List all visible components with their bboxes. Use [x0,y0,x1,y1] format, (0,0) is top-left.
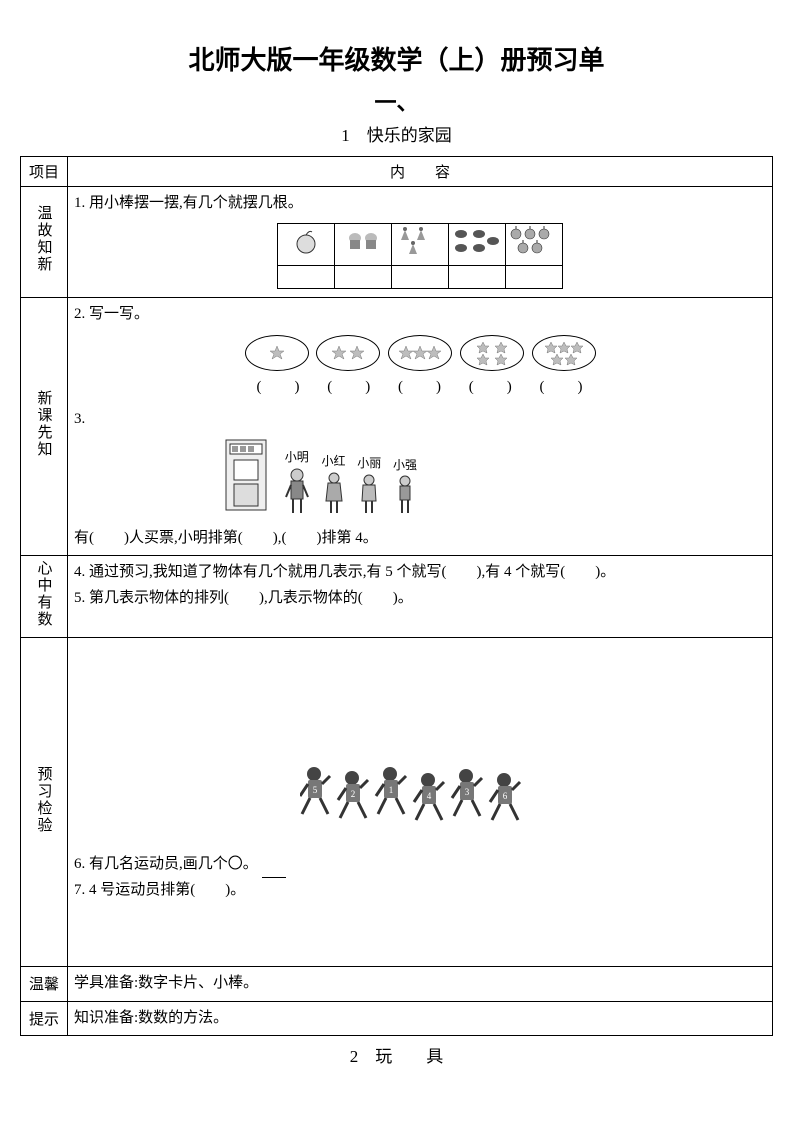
cell-xinzhong: 4. 通过预习,我知道了物体有几个就用几表示,有 5 个就写( ),有 4 个就… [68,556,773,638]
ticket-booth-icon [224,438,268,522]
paren-4[interactable]: ( ) [458,375,524,401]
runner-num-3: 1 [389,785,394,795]
label-yuxi: 预习检验 [21,638,68,967]
section-number: 一、 [20,85,773,117]
child-icon [357,473,381,515]
blank-cell[interactable] [392,265,449,288]
runner-num-4: 4 [427,791,432,801]
strawberry-icon [393,224,447,258]
item-cell-2 [335,223,392,265]
kid-4: 小强 [393,455,417,522]
lesson2-title: 2 玩 具 [20,1042,773,1067]
paren-5[interactable]: ( ) [529,375,595,401]
header-col1: 项目 [21,157,68,187]
apple-icon [506,224,562,258]
paren-1[interactable]: ( ) [246,375,312,401]
q1-text: 1. 用小棒摆一摆,有几个就摆几根。 [74,191,766,217]
oval-1 [245,335,309,371]
oval-2 [316,335,380,371]
q6-line: 6. 有几名运动员,画几个〇。 [74,852,766,879]
q3-line: 有( )人买票,小明排第( ),( )排第 4。 [74,526,766,552]
q6-blank-line[interactable] [262,852,286,879]
kid-name-2: 小红 [322,451,346,471]
child-icon [322,471,346,515]
blank-cell[interactable] [506,265,563,288]
item-cell-4 [449,223,506,265]
items-blank-row [278,265,563,288]
row-yuxi: 预习检验 5 [21,638,773,967]
runners-figure: 5 2 [74,762,766,842]
queue-figure: 小明 小红 小丽 小强 [74,438,766,522]
kid-2: 小红 [322,451,346,522]
runner-num-2: 2 [351,789,356,799]
q7-text: 7. 4 号运动员排第( )。 [74,878,766,904]
kid-name-4: 小强 [393,455,417,475]
oval-4 [460,335,524,371]
items-icons-row [278,223,563,265]
item-cell-1 [278,223,335,265]
table-header-row: 项目 内 容 [21,157,773,187]
blank-cell[interactable] [335,265,392,288]
worksheet-table: 项目 内 容 温故知新 1. 用小棒摆一摆,有几个就摆几根。 [20,156,773,1036]
q5-text: 5. 第几表示物体的排列( ),几表示物体的( )。 [74,586,766,612]
child-icon [393,475,417,515]
kid-1: 小明 [284,447,310,522]
row-wengu: 温故知新 1. 用小棒摆一摆,有几个就摆几根。 [21,187,773,298]
row-tips1: 温馨 学具准备:数字卡片、小棒。 [21,967,773,1002]
row-xinzhong: 心中有数 4. 通过预习,我知道了物体有几个就用几表示,有 5 个就写( ),有… [21,556,773,638]
blank-cell[interactable] [449,265,506,288]
cupcake-icon [338,226,388,256]
runner-num-1: 5 [313,785,318,795]
oval-3 [388,335,452,371]
kid-name-3: 小丽 [357,453,381,473]
paren-row: ( ) ( ) ( ) ( ) ( ) [74,375,766,401]
label-xinzhong: 心中有数 [21,556,68,638]
doc-title: 北师大版一年级数学（上）册预习单 [20,40,773,77]
cell-xinke: 2. 写一写。 ( ) ( ) ( ) ( ) ( ) 3. [68,297,773,556]
paren-2[interactable]: ( ) [316,375,382,401]
kid-name-1: 小明 [284,447,310,467]
items-table [277,223,563,289]
label-xinke: 新课先知 [21,297,68,556]
oval-5 [532,335,596,371]
blank-cell[interactable] [278,265,335,288]
runner-num-6: 6 [503,791,508,801]
q6-text: 6. 有几名运动员,画几个〇。 [74,856,258,872]
cell-yuxi: 5 2 [68,638,773,967]
kid-3: 小丽 [357,453,381,522]
q4-text: 4. 通过预习,我知道了物体有几个就用几表示,有 5 个就写( ),有 4 个就… [74,560,766,586]
peach-icon [286,226,326,256]
row-xinke: 新课先知 2. 写一写。 ( ) ( ) ( ) ( ) ( ) [21,297,773,556]
runner-num-5: 3 [465,787,470,797]
cell-wengu: 1. 用小棒摆一摆,有几个就摆几根。 [68,187,773,298]
label-wengu: 温故知新 [21,187,68,298]
ovals-row [74,335,766,371]
lesson1-title: 1 快乐的家园 [20,121,773,146]
item-cell-5 [506,223,563,265]
child-icon [284,467,310,515]
label-tips1: 温馨 [21,967,68,1002]
paren-3[interactable]: ( ) [387,375,453,401]
runners-icon: 5 2 [300,762,540,832]
eggplant-icon [449,224,505,258]
q3-text: 3. [74,407,766,433]
label-tips2: 提示 [21,1001,68,1036]
tips-line1: 学具准备:数字卡片、小棒。 [68,967,773,1002]
tips-line2: 知识准备:数数的方法。 [68,1001,773,1036]
q2-text: 2. 写一写。 [74,302,766,328]
row-tips2: 提示 知识准备:数数的方法。 [21,1001,773,1036]
kids-row: 小明 小红 小丽 小强 [280,447,421,522]
item-cell-3 [392,223,449,265]
header-col2: 内 容 [68,157,773,187]
worksheet-page: 北师大版一年级数学（上）册预习单 一、 1 快乐的家园 项目 内 容 温故知新 … [0,0,793,1122]
